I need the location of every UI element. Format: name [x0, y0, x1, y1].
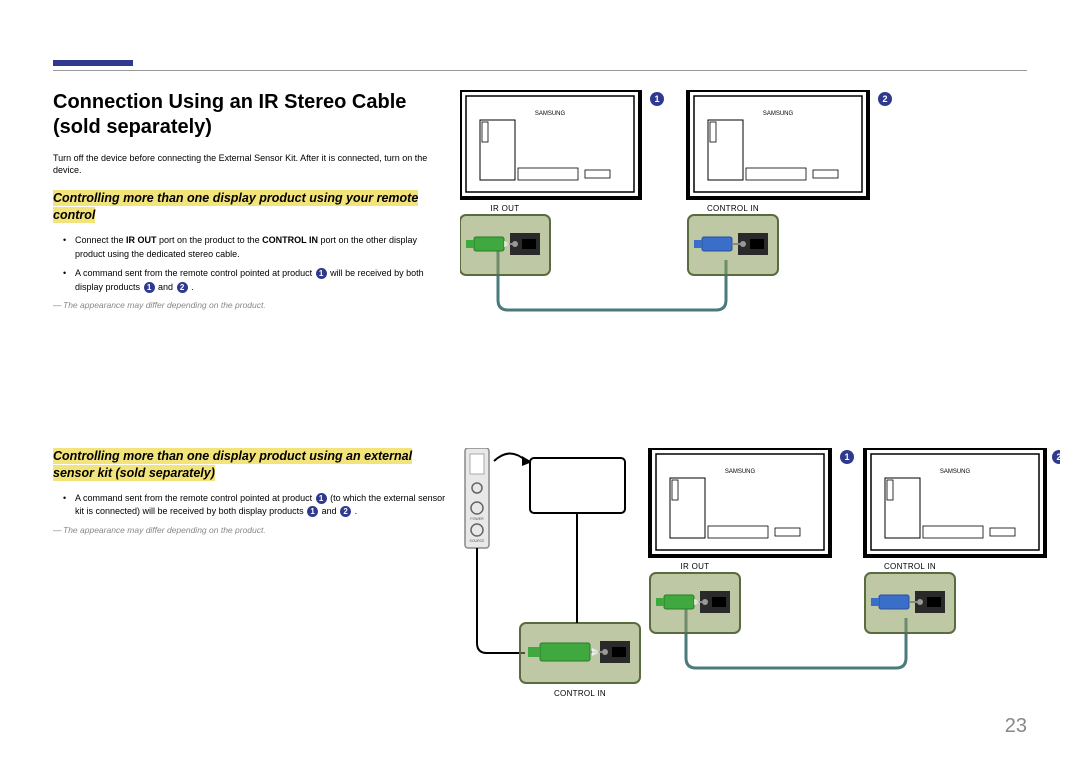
- list-item: A command sent from the remote control p…: [53, 492, 448, 519]
- subheading-1: Controlling more than one display produc…: [53, 190, 448, 224]
- badge-1-icon: 1: [316, 268, 327, 279]
- note-text: The appearance may differ depending on t…: [53, 525, 448, 535]
- header-rule: [53, 70, 1027, 71]
- intro-text: Turn off the device before connecting th…: [53, 152, 448, 176]
- svg-text:1: 1: [844, 452, 849, 462]
- svg-text:SAMSUNG: SAMSUNG: [763, 111, 794, 117]
- left-column: Connection Using an IR Stereo Cable (sol…: [53, 90, 448, 314]
- badge-2-icon: 2: [340, 506, 351, 517]
- svg-text:SAMSUNG: SAMSUNG: [940, 469, 971, 475]
- svg-text:1: 1: [654, 94, 659, 104]
- diagram-area: SAMSUNG 1 SAMSUNG: [460, 90, 1040, 690]
- subheading-2: Controlling more than one display produc…: [53, 448, 448, 482]
- list-item: A command sent from the remote control p…: [53, 267, 448, 294]
- page-number: 23: [1005, 715, 1027, 738]
- svg-text:2: 2: [1056, 452, 1060, 462]
- note-text: The appearance may differ depending on t…: [53, 300, 448, 310]
- bullet-list-2: A command sent from the remote control p…: [53, 492, 448, 519]
- svg-text:SAMSUNG: SAMSUNG: [725, 469, 756, 475]
- ir-out-label: IR OUT: [681, 562, 710, 571]
- page-title: Connection Using an IR Stereo Cable (sol…: [53, 90, 448, 140]
- diagram-1: SAMSUNG 1 SAMSUNG: [460, 90, 1040, 330]
- bullet-list-1: Connect the IR OUT port on the product t…: [53, 234, 448, 294]
- ir-out-label: IR OUT: [491, 204, 520, 213]
- svg-text:SOURCE: SOURCE: [470, 539, 486, 543]
- header-accent-bar: [53, 60, 133, 66]
- badge-1-icon: 1: [144, 282, 155, 293]
- badge-1-icon: 1: [307, 506, 318, 517]
- badge-2-icon: 2: [177, 282, 188, 293]
- svg-text:2: 2: [882, 94, 887, 104]
- left-column-2: Controlling more than one display produc…: [53, 448, 448, 539]
- tv-brand-label: SAMSUNG: [535, 111, 566, 117]
- control-in-label: CONTROL IN: [707, 204, 759, 213]
- control-in-label: CONTROL IN: [554, 689, 606, 698]
- control-in-label: CONTROL IN: [884, 562, 936, 571]
- diagram-2-svg: POWER SOURCE SAMSUNG: [460, 448, 1060, 708]
- svg-text:POWER: POWER: [470, 517, 484, 521]
- diagram-1-svg: SAMSUNG 1 SAMSUNG: [460, 90, 1040, 330]
- diagram-2: POWER SOURCE SAMSUNG: [460, 448, 1040, 708]
- badge-1-icon: 1: [316, 493, 327, 504]
- list-item: Connect the IR OUT port on the product t…: [53, 234, 448, 261]
